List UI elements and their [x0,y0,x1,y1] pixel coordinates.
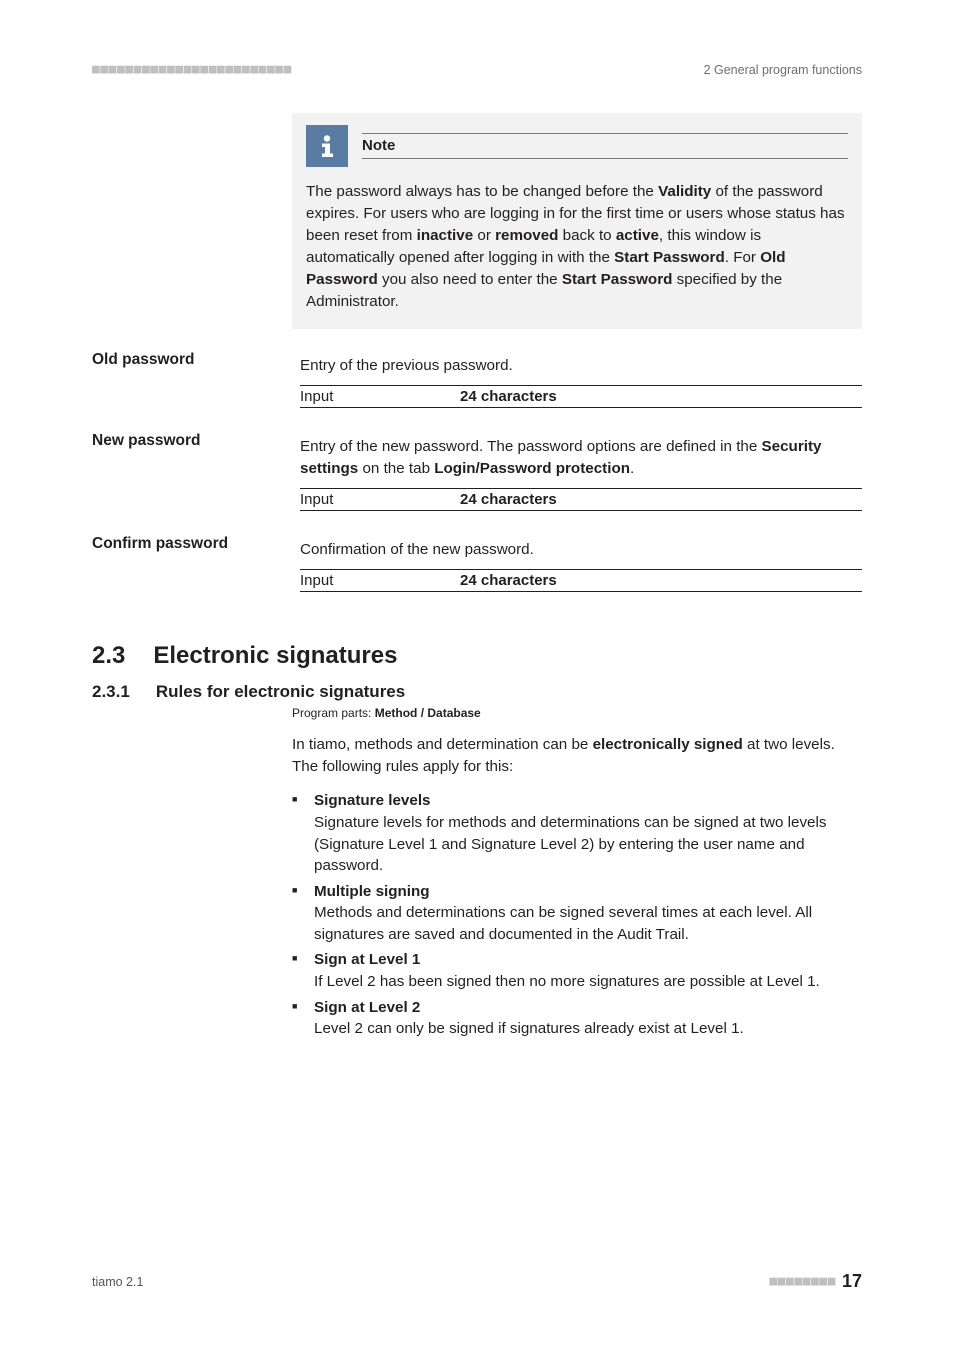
field-old-password: Old password Entry of the previous passw… [92,351,862,428]
field-desc: Entry of the new password. The password … [300,436,862,480]
subsection-title: Rules for electronic signatures [156,682,405,702]
section-number: 2.3 [92,642,125,670]
footer-product: tiamo 2.1 [92,1275,143,1289]
page-footer: tiamo 2.1 ■■■■■■■■ 17 [92,1271,862,1292]
info-icon [306,125,348,167]
rule-body: Level 2 can only be signed if signatures… [314,1020,744,1037]
rule-body: Signature levels for methods and determi… [314,814,826,874]
rule-title: Sign at Level 1 [314,949,862,971]
rule-body: If Level 2 has been signed then no more … [314,973,820,990]
rule-title: Sign at Level 2 [314,997,862,1019]
section-title: Electronic signatures [153,642,397,670]
input-spec: Input 24 characters [300,385,862,408]
input-label: Input [300,388,460,405]
subsection-number: 2.3.1 [92,682,130,702]
section-heading: 2.3 Electronic signatures [92,642,862,670]
rules-list: Signature levels Signature levels for me… [292,790,862,1039]
rule-title: Signature levels [314,790,862,812]
input-value: 24 characters [460,491,557,508]
note-title-wrap: Note [362,133,848,159]
list-item: Signature levels Signature levels for me… [292,790,862,876]
input-spec: Input 24 characters [300,488,862,511]
note-header: Note [306,125,848,167]
note-box: Note The password always has to be chang… [292,113,862,329]
field-label: Confirm password [92,535,292,553]
footer-dots: ■■■■■■■■ [769,1274,836,1289]
field-label: New password [92,432,292,450]
page-number: 17 [842,1271,862,1292]
input-label: Input [300,572,460,589]
note-title: Note [362,137,395,154]
subsection-heading: 2.3.1 Rules for electronic signatures [92,682,862,702]
rule-body: Methods and determinations can be signed… [314,904,812,943]
field-new-password: New password Entry of the new password. … [92,432,862,531]
input-label: Input [300,491,460,508]
header-chapter: 2 General program functions [704,63,862,77]
field-desc: Confirmation of the new password. [300,539,862,561]
list-item: Sign at Level 1 If Level 2 has been sign… [292,949,862,992]
rule-title: Multiple signing [314,881,862,903]
field-label: Old password [92,351,292,369]
list-item: Multiple signing Methods and determinati… [292,881,862,946]
note-body: The password always has to be changed be… [306,181,848,313]
header-dots-left: ■■■■■■■■■■■■■■■■■■■■■■■■ [92,62,292,77]
page: ■■■■■■■■■■■■■■■■■■■■■■■■ 2 General progr… [0,0,954,1350]
program-parts-value: Method / Database [375,706,481,720]
list-item: Sign at Level 2 Level 2 can only be sign… [292,997,862,1040]
field-desc: Entry of the previous password. [300,355,862,377]
program-parts: Program parts: Method / Database [292,706,862,720]
program-parts-label: Program parts: [292,706,375,720]
field-confirm-password: Confirm password Confirmation of the new… [92,535,862,612]
intro-text: In tiamo, methods and determination can … [292,734,862,778]
input-value: 24 characters [460,572,557,589]
input-value: 24 characters [460,388,557,405]
input-spec: Input 24 characters [300,569,862,592]
page-header: ■■■■■■■■■■■■■■■■■■■■■■■■ 2 General progr… [92,62,862,77]
